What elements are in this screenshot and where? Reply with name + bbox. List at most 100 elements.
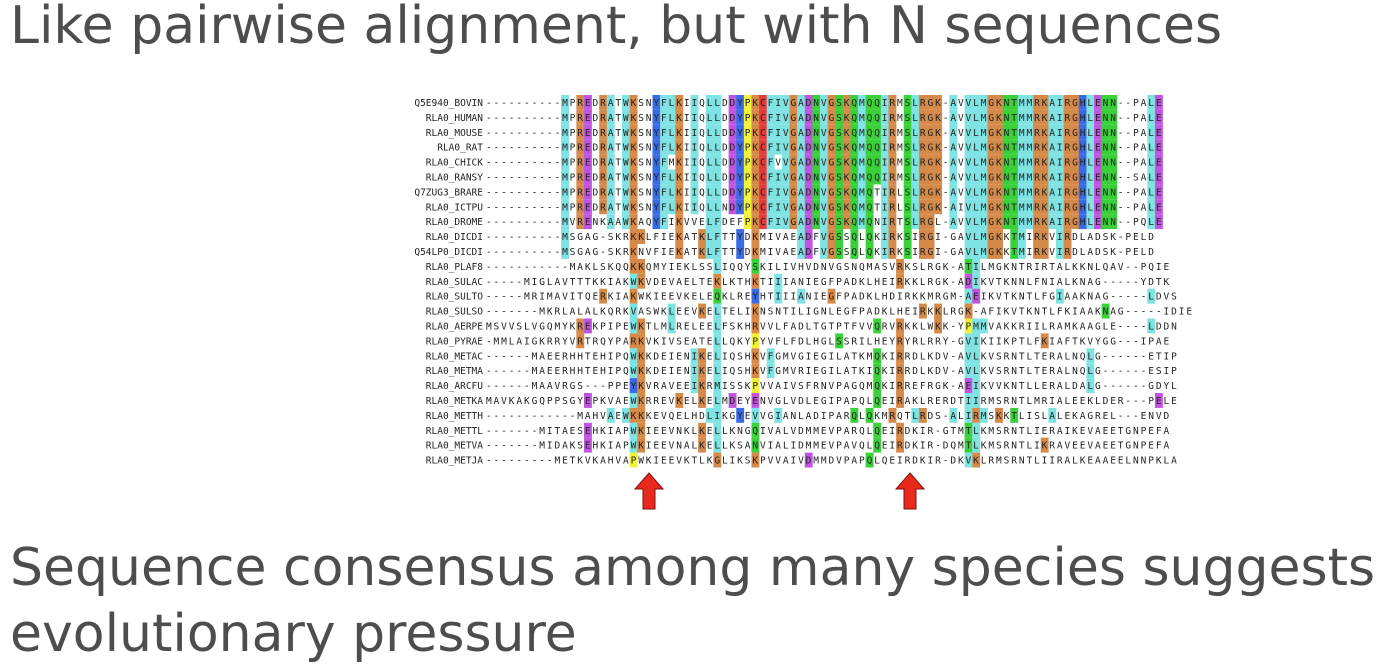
residue: N — [1004, 113, 1010, 124]
residue: V — [783, 158, 789, 169]
residue-highlight — [766, 154, 775, 170]
residue: R — [889, 113, 895, 124]
residue-highlight — [888, 154, 897, 170]
residue: V — [783, 217, 789, 228]
residue: K — [730, 441, 736, 452]
residue: I — [768, 277, 774, 288]
residue: - — [1133, 411, 1139, 422]
residue: - — [486, 381, 492, 392]
residue: A — [783, 232, 789, 243]
residue-highlight — [949, 184, 958, 200]
residue: - — [532, 426, 538, 437]
residue: - — [501, 426, 507, 437]
residue: A — [1110, 307, 1116, 318]
residue: - — [532, 187, 538, 198]
residue: G — [570, 381, 576, 392]
residue: Y — [737, 173, 743, 184]
residue-highlight — [896, 363, 905, 379]
residue-highlight — [835, 95, 844, 110]
residue: K — [996, 113, 1002, 124]
residue: F — [768, 202, 774, 213]
residue: A — [1087, 307, 1093, 318]
residue-highlight — [1040, 333, 1049, 349]
residue-highlight — [690, 184, 699, 200]
residue: P — [1148, 336, 1154, 347]
residue: Y — [653, 158, 659, 169]
residue: Q — [752, 426, 758, 437]
residue: D — [1095, 232, 1101, 243]
residue: A — [623, 456, 629, 467]
residue: - — [1118, 351, 1124, 362]
residue: N — [646, 173, 652, 184]
residue-highlight — [1071, 95, 1080, 110]
residue: H — [874, 336, 880, 347]
residue: Y — [1141, 277, 1147, 288]
residue-highlight — [987, 124, 996, 140]
residue: Q — [646, 262, 652, 273]
residue: F — [806, 381, 812, 392]
residue: - — [943, 217, 949, 228]
residue-highlight — [1147, 214, 1156, 230]
residue: P — [570, 173, 576, 184]
residue: K — [981, 366, 987, 377]
residue: K — [752, 202, 758, 213]
residue-highlight — [995, 407, 1003, 423]
residue: - — [1141, 307, 1147, 318]
residue-highlight — [1040, 139, 1049, 155]
residue: V — [966, 158, 972, 169]
residue: D — [806, 113, 812, 124]
residue: L — [669, 322, 675, 333]
residue: R — [1065, 113, 1071, 124]
residue-highlight — [561, 124, 570, 140]
residue: R — [577, 202, 583, 213]
residue-highlight — [1071, 139, 1080, 155]
residue: A — [798, 187, 804, 198]
residue: - — [1103, 366, 1109, 377]
residue: W — [631, 396, 637, 407]
residue-highlight — [987, 214, 996, 230]
residue: - — [1125, 322, 1131, 333]
residue: S — [494, 322, 500, 333]
residue: E — [1095, 128, 1101, 139]
residue: M — [722, 396, 728, 407]
residue: - — [516, 441, 522, 452]
sequence-name: RLA0_METMA — [426, 366, 483, 377]
residue: V — [836, 456, 842, 467]
residue-highlight — [934, 318, 943, 334]
residue-highlight — [675, 154, 684, 170]
residue: - — [1148, 307, 1154, 318]
residue-highlight — [1017, 154, 1026, 170]
residue: E — [707, 292, 713, 303]
residue: I — [775, 277, 781, 288]
residue-highlight — [622, 199, 630, 215]
residue: W — [653, 307, 659, 318]
residue: F — [768, 113, 774, 124]
residue: R — [927, 262, 933, 273]
residue-highlight — [873, 393, 882, 408]
residue: - — [1118, 113, 1124, 124]
residue-highlight — [797, 199, 806, 215]
residue: L — [1087, 351, 1093, 362]
residue: - — [547, 247, 553, 258]
residue: A — [608, 202, 614, 213]
residue: F — [661, 98, 667, 109]
residue: I — [608, 426, 614, 437]
residue-highlight — [667, 303, 676, 319]
residue-highlight — [774, 184, 783, 200]
residue: G — [532, 396, 538, 407]
residue: - — [1133, 262, 1139, 273]
residue-highlight — [713, 169, 722, 185]
residue: L — [737, 307, 743, 318]
residue-highlight — [629, 318, 638, 334]
residue-highlight — [751, 109, 760, 125]
residue: A — [867, 307, 873, 318]
residue: R — [1034, 98, 1040, 109]
residue: K — [920, 292, 926, 303]
residue-highlight — [629, 378, 638, 393]
residue: Q — [859, 262, 865, 273]
residue-highlight — [1101, 124, 1110, 140]
residue: - — [516, 128, 522, 139]
residue: F — [790, 336, 796, 347]
residue: Q — [897, 411, 903, 422]
residue-highlight — [835, 199, 844, 215]
